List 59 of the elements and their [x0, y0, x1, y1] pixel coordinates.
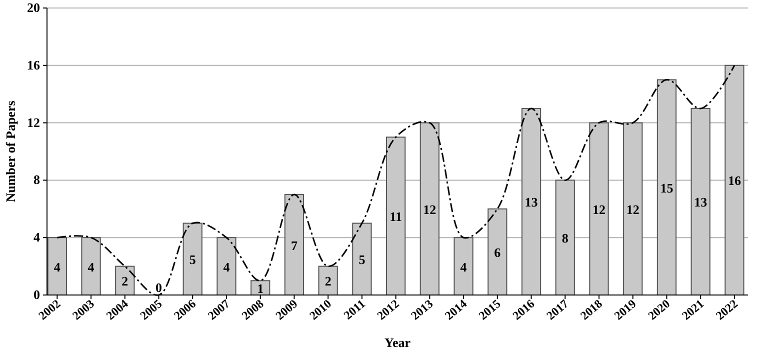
data-label: 15	[660, 180, 674, 196]
bar	[216, 237, 236, 296]
x-axis-title: Year	[384, 335, 411, 350]
y-tick-label: 4	[34, 230, 40, 245]
data-label: 11	[390, 209, 402, 224]
data-label: 12	[423, 202, 436, 217]
x-tick-label: 2009	[272, 296, 300, 323]
data-label: 12	[592, 202, 606, 217]
data-label: 7	[290, 238, 298, 253]
bar	[352, 222, 372, 296]
data-label: 1	[257, 280, 264, 296]
x-tick-label: 2013	[408, 296, 436, 323]
x-tick-label: 2012	[374, 296, 402, 323]
y-tick-label: 8	[34, 172, 40, 188]
y-tick-label: 12	[27, 114, 40, 130]
bar	[521, 108, 542, 296]
bar	[454, 237, 474, 296]
x-tick-label: 2020	[645, 296, 673, 323]
bar	[284, 194, 304, 296]
data-label: 12	[626, 202, 640, 217]
data-label: 2	[324, 274, 332, 289]
bar	[623, 122, 643, 296]
x-tick-label: 2008	[238, 296, 266, 323]
data-label: 13	[694, 194, 708, 210]
x-tick-label: 2011	[340, 296, 368, 322]
data-label: 4	[88, 259, 95, 274]
bar	[420, 122, 440, 296]
bar	[690, 108, 710, 296]
bar	[182, 222, 202, 296]
data-label: 8	[562, 230, 569, 246]
bar	[656, 79, 677, 296]
bar	[555, 180, 575, 296]
bar	[386, 136, 406, 296]
y-tick-label: 0	[34, 287, 40, 302]
data-label: 4	[54, 259, 61, 274]
y-tick-label: 20	[27, 0, 40, 15]
bar	[724, 64, 744, 296]
x-tick-label: 2021	[679, 296, 707, 323]
data-label: 4	[460, 259, 468, 274]
y-axis-title: Number of Papers	[3, 100, 18, 202]
x-tick-label: 2018	[578, 296, 605, 323]
data-label: 0	[156, 280, 162, 295]
bar	[488, 208, 508, 296]
data-label: 6	[494, 244, 502, 260]
data-label: 5	[358, 252, 366, 268]
data-label: 2	[122, 274, 128, 289]
data-label: 16	[728, 173, 742, 188]
x-tick-label: 2019	[611, 296, 639, 323]
bar	[318, 266, 338, 296]
bar	[47, 237, 67, 296]
x-tick-label: 2010	[306, 296, 334, 323]
x-tick-label: 2003	[70, 296, 97, 323]
data-label: 4	[223, 259, 230, 274]
x-tick-label: 2022	[713, 296, 740, 323]
bar	[589, 122, 609, 296]
data-label: 5	[189, 252, 196, 268]
data-label: 13	[524, 194, 538, 210]
bar	[81, 237, 101, 296]
y-tick-label: 16	[27, 57, 40, 72]
